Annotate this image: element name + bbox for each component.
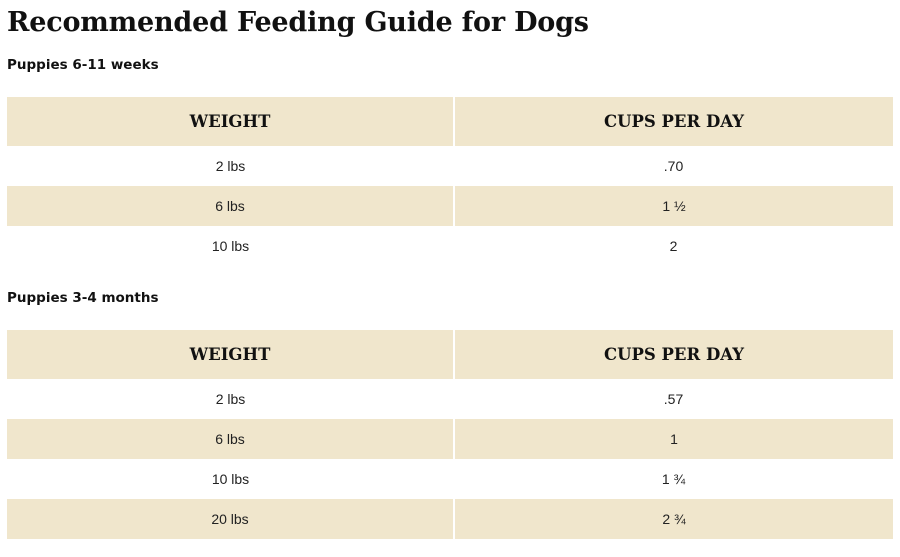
weight-cell: 6 lbs xyxy=(7,419,455,459)
cups-per-day-cell: 1 xyxy=(454,419,893,459)
table-header-row: WEIGHT CUPS PER DAY xyxy=(7,97,893,146)
table-row: 10 lbs 2 xyxy=(7,226,893,266)
cups-per-day-cell: .70 xyxy=(663,158,684,174)
feeding-table-puppies-6-11-weeks: WEIGHT CUPS PER DAY 2 lbs .70 6 lbs 1 ½ … xyxy=(7,97,893,266)
weight-cell: 2 lbs xyxy=(215,391,246,407)
cups-per-day-cell: 2 ¾ xyxy=(454,499,893,539)
table-header-row: WEIGHT CUPS PER DAY xyxy=(7,330,893,379)
column-header-weight: WEIGHT xyxy=(7,330,455,379)
feeding-table-puppies-3-4-months: WEIGHT CUPS PER DAY 2 lbs .57 6 lbs 1 10… xyxy=(7,330,893,539)
table-row: 6 lbs 1 xyxy=(7,419,893,459)
column-header-weight: WEIGHT xyxy=(7,97,455,146)
page-title: Recommended Feeding Guide for Dogs xyxy=(7,7,589,38)
weight-cell: 10 lbs xyxy=(211,238,250,254)
section-heading-puppies-3-4-months: Puppies 3-4 months xyxy=(7,290,159,306)
table-row: 2 lbs .57 xyxy=(7,379,893,419)
cups-per-day-cell: 1 ¾ xyxy=(661,471,686,487)
section-heading-puppies-6-11-weeks: Puppies 6-11 weeks xyxy=(7,57,159,73)
table-row: 10 lbs 1 ¾ xyxy=(7,459,893,499)
table-row: 6 lbs 1 ½ xyxy=(7,186,893,226)
cups-per-day-cell: .57 xyxy=(663,391,684,407)
weight-cell: 10 lbs xyxy=(211,471,250,487)
cups-per-day-cell: 1 ½ xyxy=(454,186,893,226)
weight-cell: 2 lbs xyxy=(215,158,246,174)
column-header-cups-per-day: CUPS PER DAY xyxy=(454,97,893,146)
table-row: 20 lbs 2 ¾ xyxy=(7,499,893,539)
weight-cell: 20 lbs xyxy=(7,499,455,539)
table-row: 2 lbs .70 xyxy=(7,146,893,186)
column-header-cups-per-day: CUPS PER DAY xyxy=(454,330,893,379)
weight-cell: 6 lbs xyxy=(7,186,455,226)
cups-per-day-cell: 2 xyxy=(669,238,678,254)
